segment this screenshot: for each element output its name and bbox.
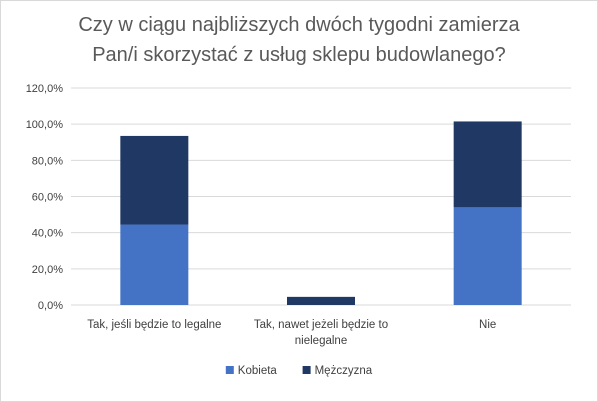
bar-segment <box>120 224 189 305</box>
legend-swatch <box>302 366 311 374</box>
x-category-label: Nie <box>479 319 496 331</box>
y-tick-label: 20,0% <box>32 264 63 276</box>
bar-segment <box>287 296 355 305</box>
y-tick-label: 120,0% <box>26 83 64 95</box>
bar-segment <box>453 207 522 305</box>
legend-swatch <box>225 366 234 374</box>
y-tick-label: 100,0% <box>26 119 64 131</box>
chart-title-line: Pan/i skorzystać z usług sklepu budowlan… <box>92 44 506 66</box>
legend-label: Mężczyzna <box>315 365 373 377</box>
legend-label: Kobieta <box>238 365 278 377</box>
bar-segment <box>120 135 189 225</box>
chart-title-line: Czy w ciągu najbliższych dwóch tygodni z… <box>78 14 520 36</box>
y-tick-label: 40,0% <box>32 228 63 240</box>
y-tick-label: 60,0% <box>32 192 63 204</box>
x-category-label: nielegalne <box>295 335 347 347</box>
x-category-label: Tak, jeśli będzie to legalne <box>87 319 221 331</box>
bar-segment <box>453 121 522 208</box>
x-category-label: Tak, nawet jeżeli będzie to <box>254 319 388 331</box>
y-tick-label: 0,0% <box>38 300 63 312</box>
y-tick-label: 80,0% <box>32 155 63 167</box>
